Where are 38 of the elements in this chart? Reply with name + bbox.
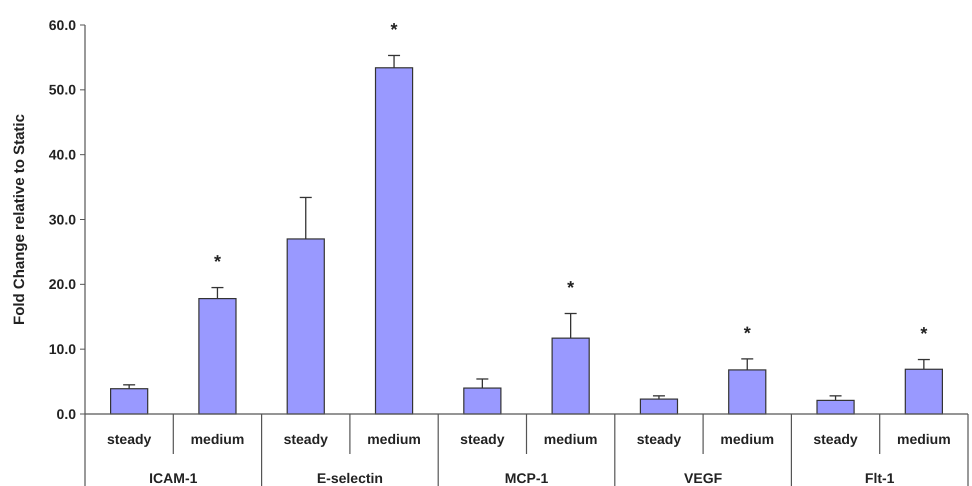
x-tick-label: ICAM-1	[149, 470, 198, 486]
bar	[110, 388, 148, 415]
series-label: medium	[367, 431, 421, 447]
y-tick-label: 50.0	[48, 82, 76, 98]
text: medium	[190, 431, 244, 447]
bar	[816, 400, 855, 415]
text: medium	[544, 431, 598, 447]
annotation: *	[567, 278, 574, 298]
y-tick-label: 60.0	[48, 16, 76, 33]
y-tick-label: 0.0	[56, 406, 76, 422]
x-tick-label: MCP-1	[504, 470, 548, 486]
y-tick-label: 30.0	[48, 211, 76, 228]
y-axis-title: Fold Change relative to Static	[11, 114, 28, 325]
y-tick-label: 20.0	[48, 276, 76, 292]
bar	[728, 369, 766, 415]
annotation: *	[214, 252, 221, 272]
y-tick-label: 40.0	[48, 146, 76, 163]
x-tick-label: E-selectin	[316, 470, 383, 486]
text: steady	[460, 431, 505, 447]
series-label: steady	[284, 431, 328, 447]
bar	[904, 368, 943, 415]
text: medium	[897, 431, 951, 447]
x-tick-label: VEGF	[684, 470, 723, 486]
annotation: *	[390, 19, 398, 40]
bar	[463, 387, 502, 415]
bar	[374, 67, 414, 415]
bar	[198, 298, 237, 415]
bar	[552, 338, 590, 415]
text: medium	[720, 431, 774, 447]
annotation: *	[920, 324, 928, 344]
annotation: *	[744, 322, 751, 343]
y-tick-label: 10.0	[48, 341, 76, 358]
text: steady	[813, 431, 858, 447]
text: steady	[106, 431, 152, 447]
bar	[286, 238, 325, 415]
text: steady	[636, 431, 682, 447]
bar	[640, 398, 678, 415]
x-tick-label: Flt-1	[864, 470, 895, 486]
